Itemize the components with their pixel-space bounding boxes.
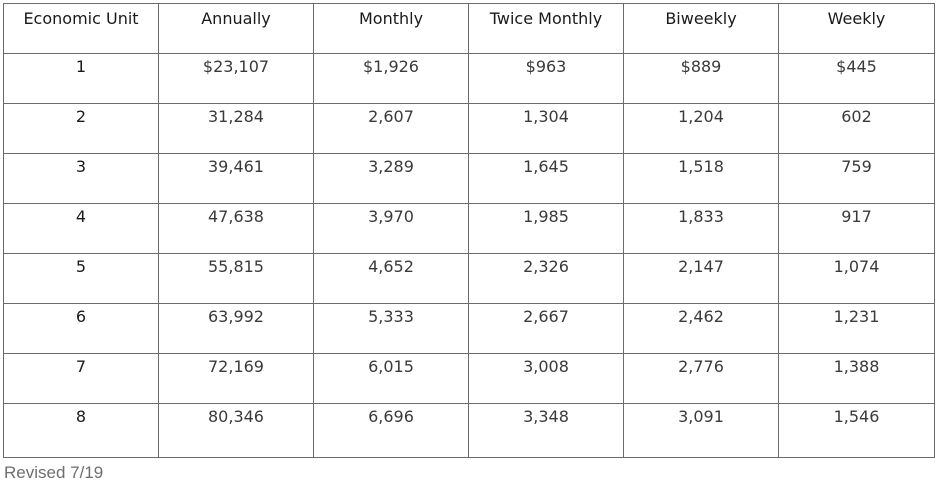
- table-row: 5 55,815 4,652 2,326 2,147 1,074: [3, 253, 935, 304]
- cell-biweekly: 3,091: [623, 403, 779, 458]
- cell-monthly: 6,696: [313, 403, 469, 458]
- cell-biweekly: 1,833: [623, 203, 779, 254]
- income-table: Economic Unit Annually Monthly Twice Mon…: [3, 3, 935, 458]
- cell-economic-unit: 8: [3, 403, 159, 458]
- table-row: 4 47,638 3,970 1,985 1,833 917: [3, 203, 935, 254]
- income-table-container: Economic Unit Annually Monthly Twice Mon…: [3, 3, 935, 458]
- cell-annually: $23,107: [158, 53, 314, 104]
- cell-annually: 63,992: [158, 303, 314, 354]
- cell-twice-monthly: 3,348: [468, 403, 624, 458]
- cell-weekly: 1,231: [778, 303, 935, 354]
- revision-note: Revised 7/19: [4, 463, 104, 482]
- cell-weekly: 1,546: [778, 403, 935, 458]
- cell-twice-monthly: 2,326: [468, 253, 624, 304]
- cell-twice-monthly: 1,985: [468, 203, 624, 254]
- table-row: 7 72,169 6,015 3,008 2,776 1,388: [3, 353, 935, 404]
- cell-weekly: 1,388: [778, 353, 935, 404]
- table-row: 8 80,346 6,696 3,348 3,091 1,546: [3, 403, 935, 458]
- cell-economic-unit: 2: [3, 103, 159, 154]
- cell-economic-unit: 1: [3, 53, 159, 104]
- cell-biweekly: 1,204: [623, 103, 779, 154]
- cell-weekly: 602: [778, 103, 935, 154]
- header-annually: Annually: [158, 3, 314, 54]
- cell-weekly: 917: [778, 203, 935, 254]
- header-weekly: Weekly: [778, 3, 935, 54]
- cell-annually: 31,284: [158, 103, 314, 154]
- cell-annually: 55,815: [158, 253, 314, 304]
- cell-twice-monthly: 1,304: [468, 103, 624, 154]
- cell-biweekly: 2,776: [623, 353, 779, 404]
- cell-weekly: $445: [778, 53, 935, 104]
- header-economic-unit: Economic Unit: [3, 3, 159, 54]
- cell-weekly: 1,074: [778, 253, 935, 304]
- cell-monthly: 5,333: [313, 303, 469, 354]
- table-row: 1 $23,107 $1,926 $963 $889 $445: [3, 53, 935, 104]
- cell-twice-monthly: 2,667: [468, 303, 624, 354]
- header-biweekly: Biweekly: [623, 3, 779, 54]
- cell-biweekly: 1,518: [623, 153, 779, 204]
- cell-monthly: 6,015: [313, 353, 469, 404]
- cell-annually: 72,169: [158, 353, 314, 404]
- cell-economic-unit: 6: [3, 303, 159, 354]
- cell-annually: 80,346: [158, 403, 314, 458]
- header-monthly: Monthly: [313, 3, 469, 54]
- cell-biweekly: $889: [623, 53, 779, 104]
- cell-biweekly: 2,147: [623, 253, 779, 304]
- cell-annually: 47,638: [158, 203, 314, 254]
- cell-twice-monthly: 3,008: [468, 353, 624, 404]
- cell-monthly: 4,652: [313, 253, 469, 304]
- cell-twice-monthly: 1,645: [468, 153, 624, 204]
- header-twice-monthly: Twice Monthly: [468, 3, 624, 54]
- table-row: 3 39,461 3,289 1,645 1,518 759: [3, 153, 935, 204]
- table-header-row: Economic Unit Annually Monthly Twice Mon…: [3, 3, 935, 54]
- cell-economic-unit: 7: [3, 353, 159, 404]
- table-row: 6 63,992 5,333 2,667 2,462 1,231: [3, 303, 935, 354]
- cell-monthly: 3,289: [313, 153, 469, 204]
- cell-biweekly: 2,462: [623, 303, 779, 354]
- cell-monthly: $1,926: [313, 53, 469, 104]
- cell-weekly: 759: [778, 153, 935, 204]
- cell-twice-monthly: $963: [468, 53, 624, 104]
- cell-economic-unit: 4: [3, 203, 159, 254]
- cell-monthly: 2,607: [313, 103, 469, 154]
- cell-monthly: 3,970: [313, 203, 469, 254]
- cell-annually: 39,461: [158, 153, 314, 204]
- table-row: 2 31,284 2,607 1,304 1,204 602: [3, 103, 935, 154]
- cell-economic-unit: 5: [3, 253, 159, 304]
- cell-economic-unit: 3: [3, 153, 159, 204]
